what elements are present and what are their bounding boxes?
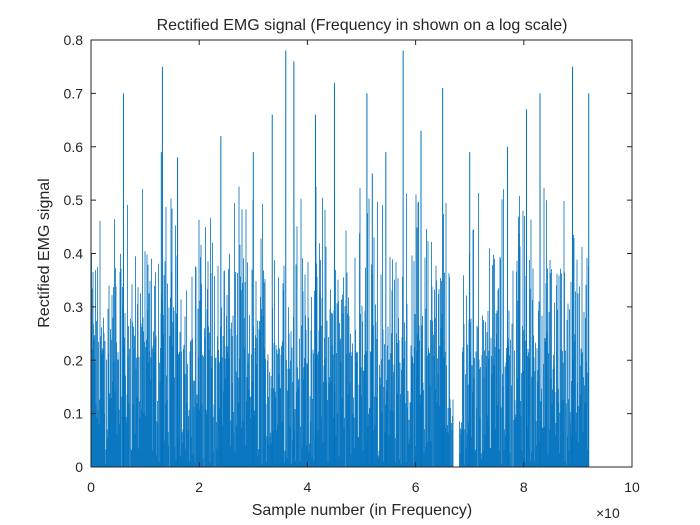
y-tick-label: 0.6 (64, 139, 84, 155)
chart-title: Rectified EMG signal (Frequency in shown… (157, 17, 568, 34)
y-tick-label: 0.1 (64, 406, 84, 422)
y-tick-label: 0.5 (64, 192, 84, 208)
x-tick-label: 0 (87, 479, 95, 495)
x-tick-label: 2 (195, 479, 203, 495)
x-tick-label: 8 (520, 479, 528, 495)
y-axis-ticks: 0 0.1 0.2 0.3 0.4 0.5 0.6 0.7 0.8 (64, 32, 632, 475)
y-tick-label: 0.8 (64, 32, 84, 48)
x-axis-label: Sample number (in Frequency) (252, 502, 473, 519)
y-tick-label: 0.4 (64, 246, 84, 262)
y-axis-label: Rectified EMG signal (36, 178, 53, 327)
y-tick-label: 0 (75, 459, 83, 475)
y-tick-label: 0.3 (64, 299, 84, 315)
x-axis-ticks: 0 2 4 6 8 10 (87, 40, 640, 495)
y-tick-label: 0.7 (64, 85, 84, 101)
x-axis-exponent-label: ×10 (596, 505, 620, 521)
x-tick-label: 6 (412, 479, 420, 495)
x-tick-label: 4 (304, 479, 312, 495)
signal-bars (90, 50, 590, 467)
x-tick-label: 10 (624, 479, 640, 495)
y-tick-label: 0.2 (64, 352, 84, 368)
